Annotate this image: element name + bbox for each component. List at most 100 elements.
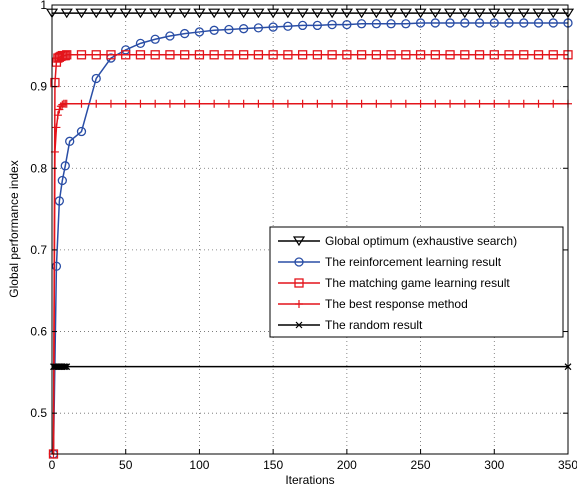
data-point [458,8,471,19]
data-point [489,18,499,28]
legend-entry: The reinforcement learning result [278,255,502,269]
series-line [52,22,568,455]
legend-entry: The best response method [278,297,468,311]
data-point [283,50,293,60]
x-axis-title: Iterations [285,473,334,487]
data-point [283,21,293,31]
data-point [239,99,248,108]
legend-box [269,226,564,338]
data-point [76,50,87,60]
data-point [268,22,278,32]
data-point [533,50,544,60]
y-tick-label: 0.5 [30,406,47,420]
data-point [298,99,307,108]
data-point [342,50,352,60]
data-point [548,50,558,60]
data-point [210,99,219,108]
data-point [489,50,499,60]
data-point [194,50,205,60]
y-tick-label: 0.8 [30,161,47,175]
data-point [90,8,103,19]
data-point [121,45,131,55]
data-point [311,8,324,19]
data-point [239,24,249,34]
x-tick-label: 0 [49,458,56,472]
data-point [532,8,545,19]
data-point [135,50,146,60]
legend-marker [294,278,304,288]
data-point [224,50,234,60]
legend-label: The random result [325,318,423,332]
data-point [312,20,323,31]
data-point [239,50,249,60]
legend-marker [292,236,306,247]
data-point [430,18,440,28]
data-point [253,50,264,60]
x-tick-label: 50 [119,458,133,472]
data-point [65,136,75,146]
legend-label: The best response method [325,297,468,311]
data-point [150,34,160,44]
data-point [57,175,67,186]
data-point [399,8,412,19]
x-tick-label: 100 [189,458,209,472]
data-point [91,50,101,60]
legend: Global optimum (exhaustive search) The re… [269,226,564,338]
data-point [135,38,146,49]
data-point [475,99,484,108]
series-4 [50,363,572,371]
x-tick-label: 200 [337,458,357,472]
data-point [430,50,440,60]
data-point [547,8,560,19]
data-point [283,99,292,108]
data-point [415,18,426,28]
data-point [504,50,514,60]
data-point [460,50,470,60]
data-point [224,24,234,35]
data-point [92,99,101,108]
data-point [195,99,204,108]
data-point [429,8,442,19]
data-point [297,20,308,31]
y-axis-title: Global performance index [7,160,21,297]
data-point [416,99,425,108]
data-point [386,19,396,29]
data-point [62,50,72,60]
data-point [253,23,264,33]
axis-ticks: 0 50 100 150 200 250 300 350 0.5 0.6 0.7 0.8 0.9 1 [30,0,577,472]
x-tick-label: 150 [263,458,283,472]
data-point [62,99,71,108]
data-point [355,8,368,19]
data-point [121,99,130,108]
data-point [149,8,162,19]
data-point [194,27,205,37]
series-0 [45,8,575,19]
data-point [165,99,174,108]
data-point [60,161,70,171]
data-point [342,19,352,30]
x-tick-label: 250 [411,458,431,472]
data-point [517,8,530,19]
y-tick-label: 0.7 [30,243,47,257]
data-point [356,19,367,29]
data-point [52,123,61,132]
data-point [53,111,62,120]
data-point [163,8,177,19]
data-point [519,50,529,60]
y-tick-label: 1 [40,0,47,12]
data-point [549,99,558,108]
data-point [385,8,398,19]
data-point [313,99,322,108]
data-point [357,99,366,108]
plot-frame [51,4,569,455]
y-tick-label: 0.6 [30,325,47,339]
data-point [178,8,191,19]
data-point [474,50,485,60]
data-point [356,50,367,60]
data-point [106,99,115,108]
legend-entry: The matching game learning result [278,276,510,290]
data-point [63,363,71,371]
data-point [371,50,381,60]
data-point [328,99,337,108]
data-point [387,99,396,108]
